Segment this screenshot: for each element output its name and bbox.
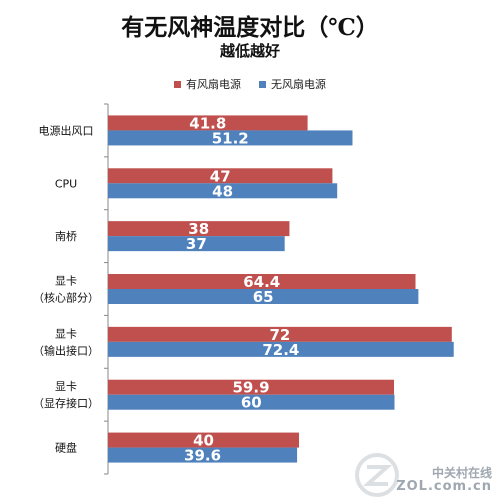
category-label: 显卡 (55, 275, 77, 288)
data-label: 37 (186, 235, 207, 253)
bar-2 (108, 236, 285, 252)
legend-swatch-series-2 (259, 80, 266, 88)
chart-title: 有无风神温度对比（℃） (121, 14, 379, 41)
bar-2 (108, 130, 353, 146)
data-label: 72 (269, 326, 290, 344)
bar-1 (108, 168, 333, 184)
data-label: 65 (253, 288, 274, 306)
watermark: 中关村在线 ZOL.com.cn (396, 465, 492, 494)
category-label: 硬盘 (55, 441, 77, 455)
category-label: CPU (55, 177, 77, 190)
bar-1 (108, 221, 290, 237)
data-label: 59.9 (233, 379, 270, 397)
bar-2 (108, 447, 298, 463)
watermark-brand: 中关村在线 (431, 465, 492, 480)
data-label: 60 (241, 394, 262, 412)
bar-1 (108, 274, 416, 289)
data-label: 51.2 (212, 129, 249, 147)
bar-2 (108, 341, 454, 357)
bar-1 (108, 379, 395, 395)
data-label: 38 (188, 220, 209, 238)
legend-item-series-2: 无风扇电源 (259, 76, 326, 92)
data-label: 48 (212, 182, 233, 200)
bar-2 (108, 183, 338, 199)
category-label: （核心部分） (33, 291, 99, 305)
data-label: 47 (210, 167, 231, 185)
legend: 有风扇电源 无风扇电源 (0, 76, 500, 92)
bar-1 (108, 326, 452, 342)
data-label: 72.4 (262, 341, 299, 359)
bar-2 (108, 289, 419, 304)
data-label: 39.6 (184, 447, 221, 465)
data-label: 64.4 (243, 273, 280, 291)
category-label: 显卡 (55, 380, 77, 393)
watermark-site: ZOL.com.cn (396, 478, 492, 494)
category-label: （输出接口） (33, 343, 99, 357)
zol-logo-icon (355, 453, 399, 497)
legend-item-series-1: 有风扇电源 (174, 76, 241, 92)
chart-subtitle: 越低越好 (219, 42, 280, 60)
bar-1 (108, 115, 308, 131)
category-label: 显卡 (55, 327, 77, 340)
category-label: （显存接口） (33, 396, 99, 410)
category-label: 电源出风口 (39, 123, 94, 137)
legend-swatch-series-1 (174, 80, 181, 88)
bar-1 (108, 432, 299, 448)
legend-label-series-1: 有风扇电源 (186, 78, 241, 91)
bar-2 (108, 394, 395, 410)
data-label: 40 (193, 432, 214, 450)
data-label: 41.8 (189, 114, 226, 132)
category-label: 南桥 (55, 230, 77, 243)
legend-label-series-2: 无风扇电源 (271, 78, 326, 91)
